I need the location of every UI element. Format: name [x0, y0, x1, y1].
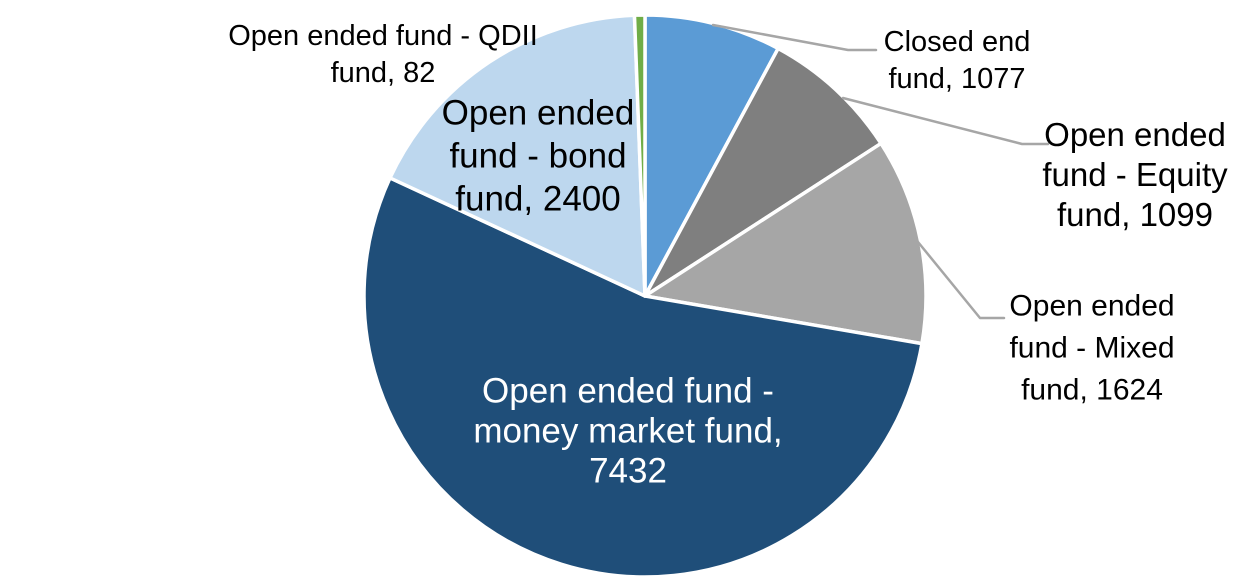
data-label-line: Closed end [884, 26, 1031, 58]
data-label-line: Open ended [1009, 290, 1174, 323]
pie-slice-open-ended-fund-bond-fund [388, 13, 647, 298]
data-label-line: fund, 1077 [888, 63, 1025, 95]
data-label-line: fund, 82 [331, 57, 436, 89]
leader-line-open-ended-fund-equity-fund [841, 96, 1050, 146]
pie-slices-group [362, 13, 928, 579]
data-label-open-ended-fund-mixed-fund: Open ended fund - Mixed fund, 1624 [1009, 290, 1174, 407]
pie-slice-open-ended-fund-qdii-fund [632, 13, 647, 298]
data-label-line: fund, 1099 [1057, 196, 1213, 233]
data-label-open-ended-fund-money-market-fund: Open ended fund -money market fund, 7432 [473, 371, 782, 490]
data-label-line: fund, 2400 [455, 179, 620, 218]
data-label-open-ended-fund-equity-fund: Open ended fund - Equity fund, 1099 [1042, 116, 1228, 233]
data-label-line: money market fund, [473, 411, 782, 450]
data-label-closed-end-fund: Closed end fund, 1077 [884, 26, 1031, 95]
data-label-line: fund - Equity [1042, 156, 1228, 193]
data-label-line: fund - bond [449, 136, 626, 175]
leader-line-closed-end-fund [711, 23, 878, 52]
data-label-line: fund - Mixed [1009, 332, 1174, 365]
pie-slice-open-ended-fund-equity-fund [643, 46, 883, 298]
data-label-line: 7432 [589, 451, 667, 490]
leader-lines-group [711, 23, 1050, 320]
leader-line-open-ended-fund-mixed-fund [916, 240, 1006, 320]
data-label-line: Open ended [442, 93, 635, 132]
data-label-line: Open ended fund - [482, 371, 774, 410]
data-label-line: Open ended [1044, 116, 1226, 153]
data-label-open-ended-fund-qdii-fund: Open ended fund - QDII fund, 82 [228, 20, 538, 89]
pie-slice-closed-end-fund [643, 13, 780, 298]
data-label-open-ended-fund-bond-fund: Open ended fund - bond fund, 2400 [442, 93, 635, 218]
pie-slice-open-ended-fund-mixed-fund [643, 141, 928, 346]
data-label-line: Open ended fund - QDII [228, 20, 538, 52]
pie-slice-open-ended-fund-money-market-fund [362, 176, 924, 579]
data-label-line: fund, 1624 [1021, 374, 1163, 407]
